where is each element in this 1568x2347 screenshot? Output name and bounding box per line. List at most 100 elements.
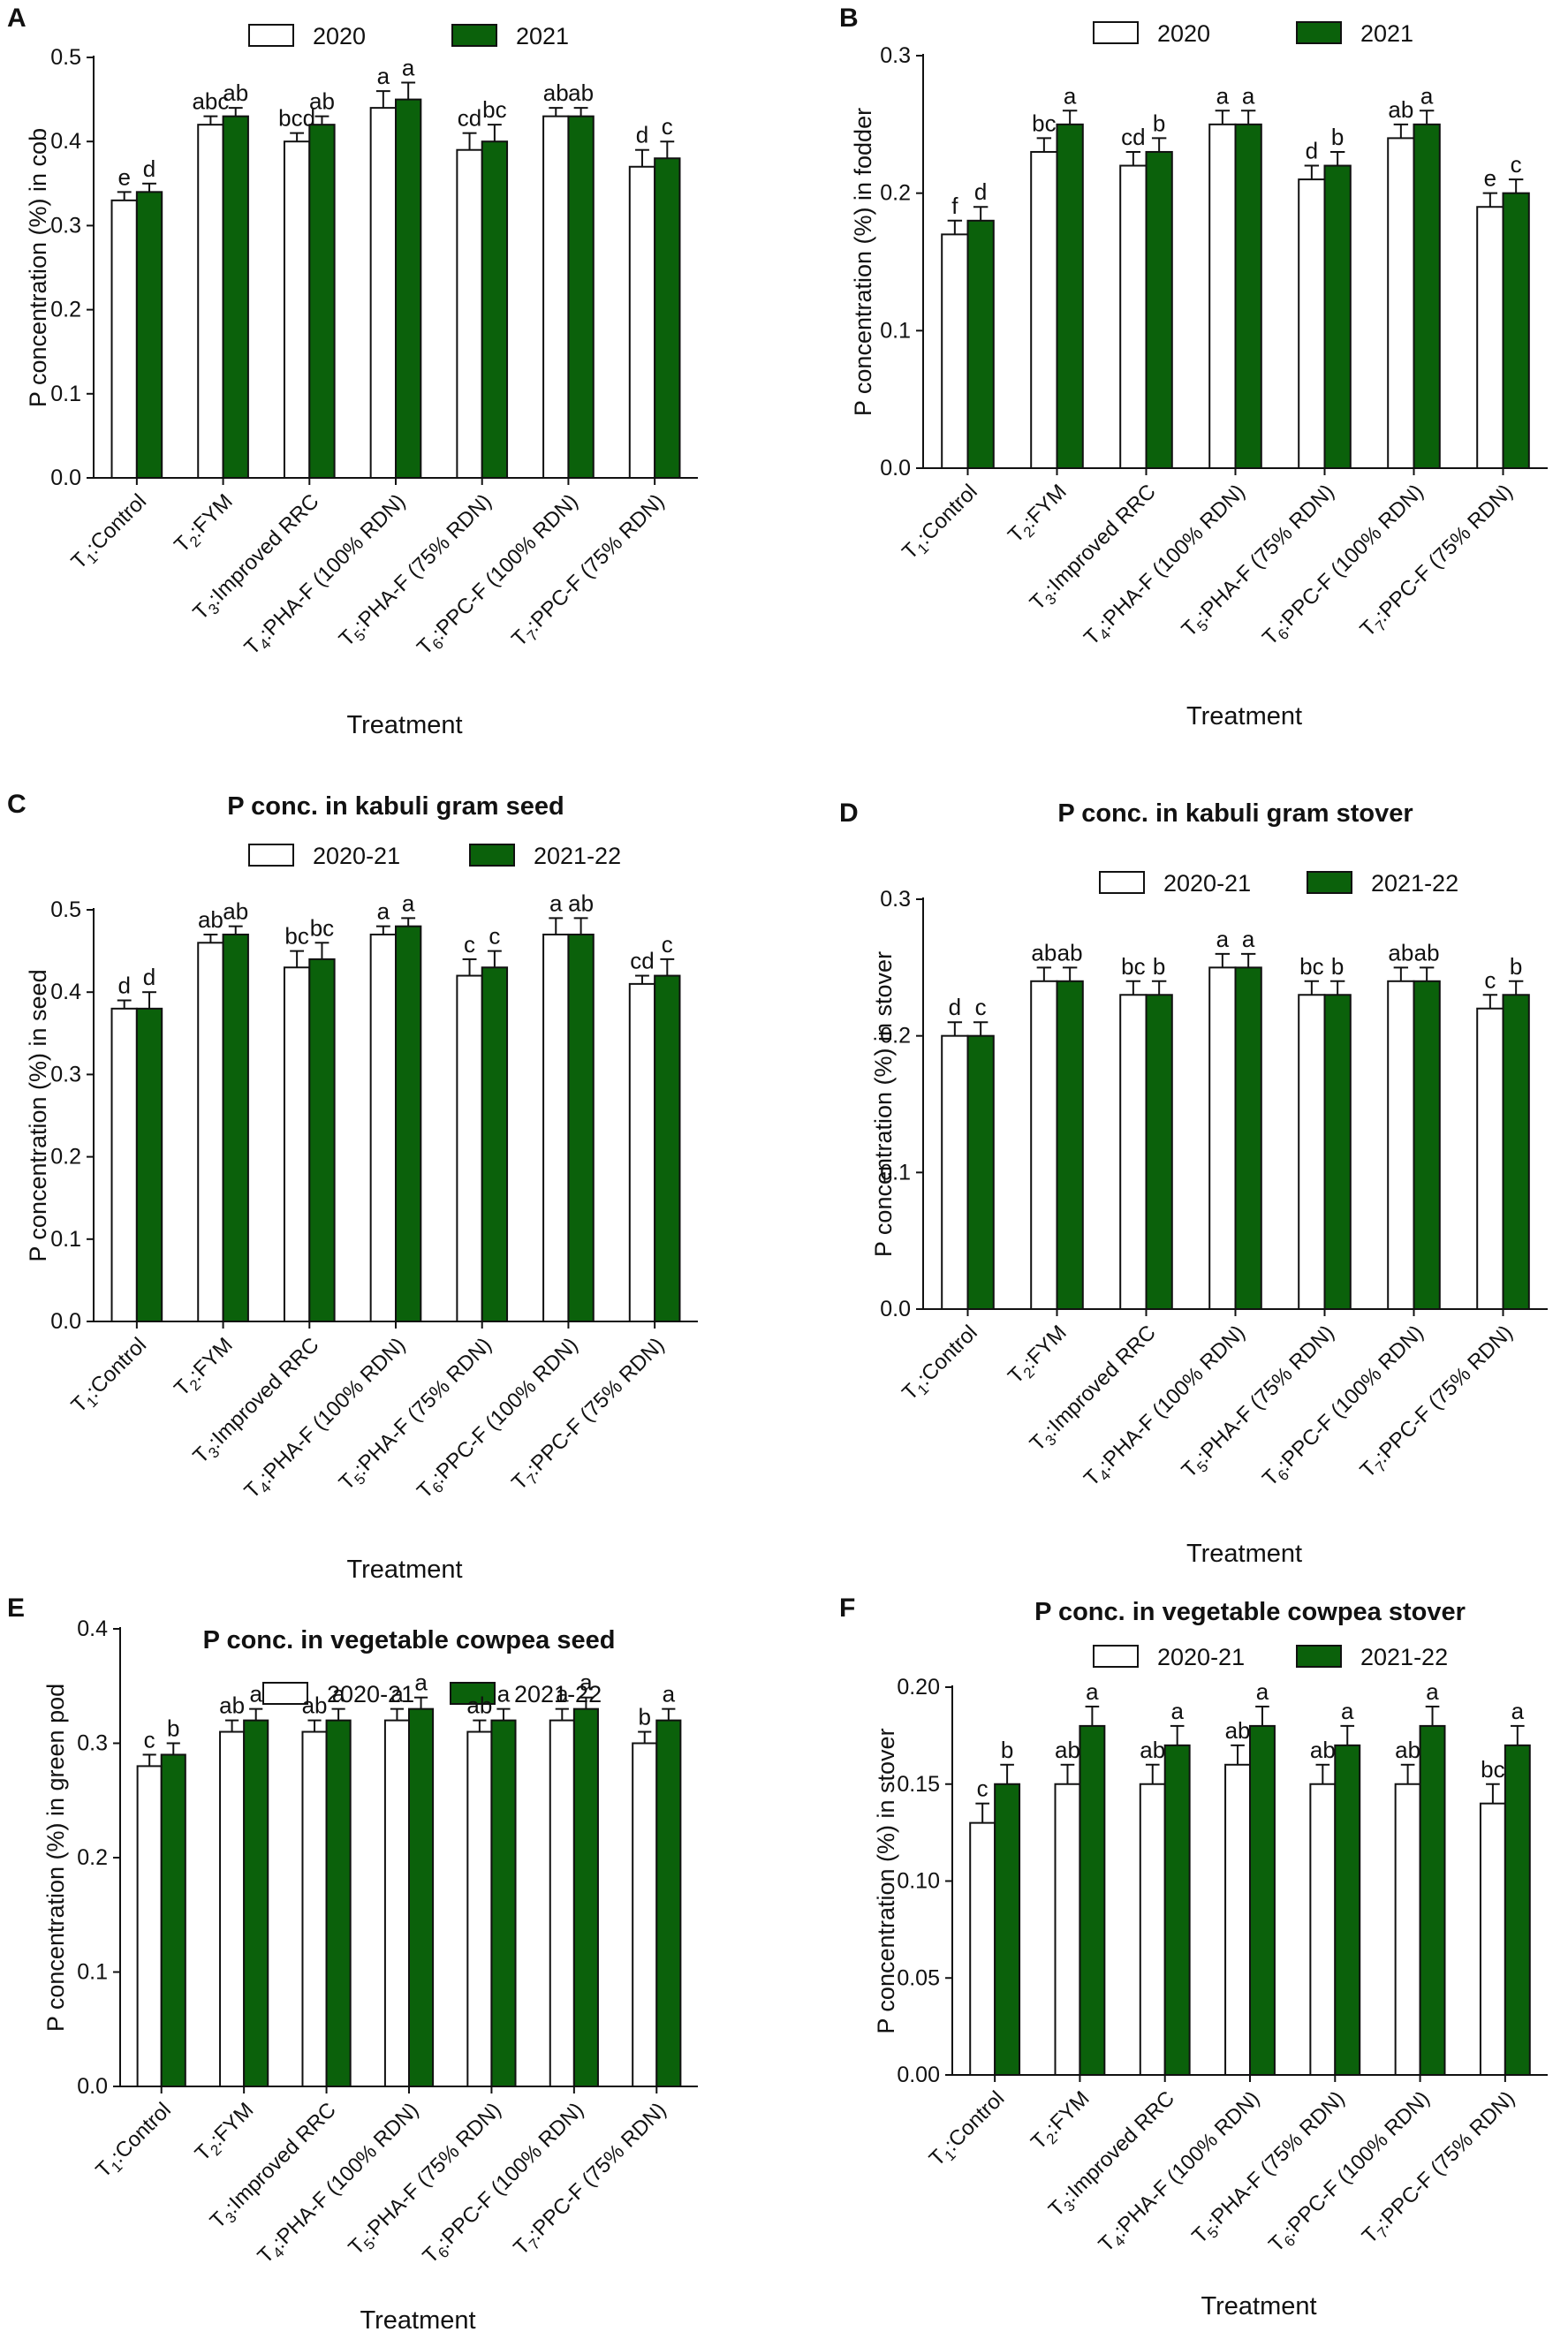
x-tick-label: T2:FYM bbox=[191, 2098, 261, 2169]
bar bbox=[369, 107, 398, 480]
legend-swatch-1 bbox=[248, 844, 294, 867]
x-tick-label: T1:Control bbox=[91, 2098, 178, 2184]
bar bbox=[222, 933, 249, 1322]
chart-panel-d: D P conc. in kabuli gram stover 2020-21 202… bbox=[839, 799, 1548, 1568]
y-tick-label: 0.3 bbox=[880, 43, 911, 68]
legend-label-2: 2021-22 bbox=[514, 1681, 602, 1707]
bar bbox=[1476, 206, 1504, 469]
y-axis-label: P concentration (%) in cob bbox=[25, 128, 51, 407]
data-label: c bbox=[975, 994, 987, 1020]
bar bbox=[1394, 1783, 1421, 2076]
bar bbox=[655, 1719, 682, 2087]
bar bbox=[1145, 994, 1173, 1311]
y-tick-label: 0.3 bbox=[50, 213, 81, 238]
bar bbox=[1119, 164, 1148, 470]
data-label: c bbox=[662, 113, 673, 140]
legend-swatch-2 bbox=[1296, 1645, 1342, 1668]
data-label: ab bbox=[223, 898, 248, 925]
legend-label-2: 2021 bbox=[1360, 20, 1413, 47]
y-tick-label: 0.20 bbox=[897, 1675, 940, 1700]
data-label: bc bbox=[1299, 953, 1323, 980]
bar bbox=[1413, 123, 1441, 469]
x-tick-label: T1:Control bbox=[898, 480, 984, 566]
bar bbox=[572, 1707, 599, 2088]
data-label: b bbox=[639, 1704, 651, 1730]
y-tick-label: 0.15 bbox=[897, 1772, 940, 1797]
x-axis-label: Treatment bbox=[1201, 2292, 1316, 2321]
data-label: c bbox=[662, 931, 673, 958]
bar bbox=[1163, 1744, 1191, 2076]
y-tick-label: 0.0 bbox=[880, 456, 911, 481]
bar bbox=[135, 1007, 163, 1322]
bar bbox=[1419, 1724, 1446, 2077]
data-label: abc bbox=[192, 88, 229, 115]
x-tick-label: T6:PPC-F (100% RDN) bbox=[413, 489, 586, 662]
data-label: cd bbox=[630, 948, 654, 974]
data-label: bc bbox=[1032, 110, 1056, 136]
data-label: ab bbox=[309, 88, 335, 115]
data-label: a bbox=[1242, 82, 1255, 109]
data-label: cd bbox=[1121, 124, 1145, 150]
bar bbox=[1224, 1763, 1252, 2077]
legend-label-2: 2021-22 bbox=[1371, 870, 1458, 897]
data-label: ab bbox=[1225, 1717, 1251, 1744]
x-tick-label: T7:PPC-F (75% RDN) bbox=[1355, 1321, 1519, 1485]
y-tick-label: 0.3 bbox=[50, 1062, 81, 1086]
bar bbox=[1030, 980, 1058, 1311]
x-tick-label: T2:FYM bbox=[170, 489, 240, 560]
legend-swatch-2 bbox=[1307, 871, 1352, 894]
bar bbox=[135, 191, 163, 479]
bar bbox=[567, 115, 595, 479]
data-label: a bbox=[1511, 1698, 1525, 1724]
bar bbox=[160, 1753, 186, 2087]
chart-title: P conc. in vegetable cowpea seed bbox=[203, 1626, 616, 1654]
chart-title: P conc. in kabuli gram seed bbox=[227, 792, 564, 821]
data-label: ab bbox=[1057, 939, 1083, 965]
bar bbox=[567, 933, 595, 1322]
y-tick-label: 0.1 bbox=[880, 1160, 911, 1185]
x-tick-label: T1:Control bbox=[925, 2086, 1011, 2173]
legend-swatch-1 bbox=[1093, 1645, 1139, 1668]
bar bbox=[456, 974, 483, 1323]
x-tick-label: T6:PPC-F (100% RDN) bbox=[1258, 1321, 1431, 1494]
bar bbox=[395, 98, 422, 479]
data-label: a bbox=[1242, 926, 1255, 952]
x-tick-label: T6:PPC-F (100% RDN) bbox=[418, 2098, 591, 2271]
x-tick-label: T1:Control bbox=[67, 489, 154, 576]
data-label: b bbox=[1510, 953, 1522, 980]
bar bbox=[243, 1719, 269, 2087]
bar bbox=[197, 124, 224, 479]
bar bbox=[1502, 994, 1530, 1311]
x-tick-label: T4:PHA-F (100% RDN) bbox=[254, 2098, 427, 2271]
y-axis-label: P concentration (%) in stover bbox=[873, 1728, 899, 2033]
x-tick-label: T4:PHA-F (100% RDN) bbox=[1079, 1321, 1253, 1494]
bar bbox=[549, 1719, 575, 2087]
y-tick-label: 0.05 bbox=[897, 1965, 940, 1990]
bar bbox=[941, 1034, 969, 1310]
y-tick-label: 0.2 bbox=[880, 1024, 911, 1049]
bar bbox=[110, 199, 138, 479]
bar bbox=[966, 1034, 995, 1310]
bar bbox=[481, 140, 509, 479]
bar bbox=[481, 966, 509, 1322]
x-axis-label: Treatment bbox=[1186, 1540, 1302, 1568]
data-label: ab bbox=[1140, 1737, 1165, 1763]
y-tick-label: 0.4 bbox=[50, 129, 81, 154]
legend-label-1: 2020-21 bbox=[1163, 870, 1251, 897]
data-label: a bbox=[402, 890, 415, 916]
chart-title: P conc. in kabuli gram stover bbox=[1057, 799, 1413, 828]
data-label: ab bbox=[302, 1692, 328, 1719]
bar bbox=[1249, 1724, 1276, 2077]
bar bbox=[283, 966, 311, 1322]
data-label: bc bbox=[1121, 953, 1145, 980]
data-label: d bbox=[143, 964, 155, 990]
x-tick-label: T5:PHA-F (75% RDN) bbox=[335, 1333, 499, 1497]
bar bbox=[941, 233, 969, 469]
data-label: f bbox=[951, 193, 958, 219]
x-tick-label: T5:PHA-F (75% RDN) bbox=[344, 2098, 508, 2262]
legend-swatch-1 bbox=[1093, 21, 1139, 44]
bar bbox=[325, 1719, 352, 2087]
x-tick-label: T1:Control bbox=[898, 1321, 984, 1407]
data-label: b bbox=[1153, 110, 1165, 136]
data-label: a bbox=[1420, 82, 1434, 109]
